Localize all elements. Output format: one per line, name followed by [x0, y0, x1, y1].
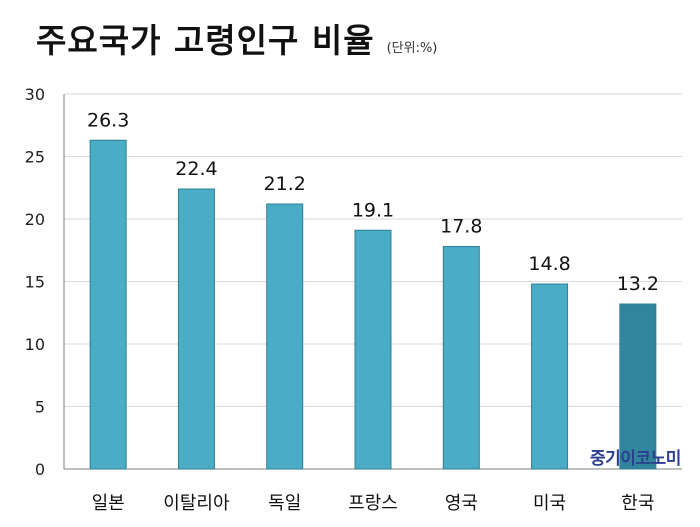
data-label: 13.2	[617, 273, 659, 295]
unit-label: (단위:%)	[386, 41, 438, 56]
bar	[442, 246, 480, 470]
data-label: 21.2	[264, 173, 306, 195]
data-label: 19.1	[352, 199, 394, 221]
y-tick-label: 0	[35, 460, 45, 479]
publisher-watermark: 중기이코노미	[590, 449, 681, 469]
data-label: 17.8	[440, 216, 482, 238]
x-tick-label: 영국	[445, 493, 478, 514]
y-tick-label: 5	[35, 398, 45, 417]
bar	[531, 283, 569, 470]
bar	[354, 229, 392, 470]
chart-title: 주요국가 고령인구 비율	[36, 21, 375, 60]
data-label: 14.8	[528, 253, 570, 275]
bar	[89, 139, 127, 470]
chart-header: 주요국가 고령인구 비율 (단위:%)	[36, 14, 437, 64]
y-tick-label: 10	[25, 335, 45, 354]
y-tick-label: 25	[25, 148, 45, 167]
x-tick-label: 미국	[533, 493, 566, 514]
bar	[266, 203, 304, 470]
y-tick-label: 30	[25, 85, 45, 104]
x-tick-label: 프랑스	[348, 493, 398, 514]
x-tick-label: 독일	[268, 493, 301, 514]
x-tick-label: 한국	[621, 493, 654, 514]
y-tick-label: 20	[25, 210, 45, 229]
data-label: 26.3	[87, 109, 129, 131]
y-tick-label: 15	[25, 273, 45, 292]
x-tick-label: 이탈리아	[163, 493, 230, 514]
bar	[177, 188, 215, 470]
data-label: 22.4	[175, 158, 217, 180]
bar	[619, 303, 657, 470]
x-tick-label: 일본	[92, 493, 125, 514]
